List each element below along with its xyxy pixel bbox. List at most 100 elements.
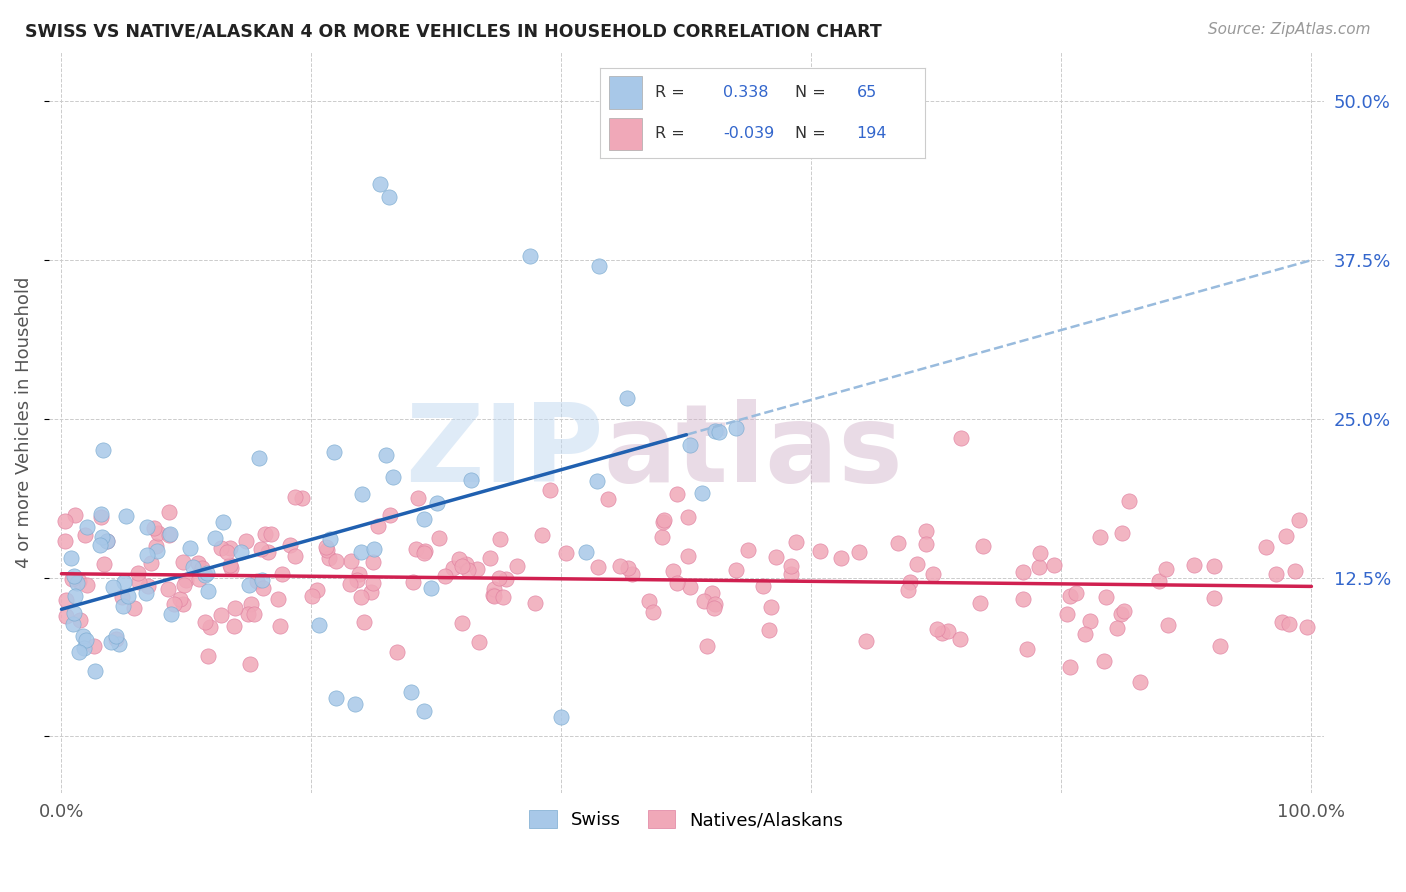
- Point: [586, 559, 609, 574]
- Point: [96, 533, 118, 548]
- Point: [235, 534, 257, 549]
- Point: [91, 530, 114, 544]
- Point: [163, 597, 186, 611]
- Point: [752, 579, 775, 593]
- Point: [434, 568, 457, 582]
- Point: [406, 491, 429, 506]
- Point: [609, 559, 631, 574]
- Point: [585, 474, 607, 488]
- Point: [325, 554, 347, 568]
- Point: [426, 496, 449, 510]
- Point: [229, 544, 252, 558]
- Point: [367, 519, 389, 533]
- Point: [117, 589, 139, 603]
- Point: [616, 560, 638, 574]
- Point: [135, 519, 157, 533]
- Point: [135, 586, 157, 600]
- Point: [492, 590, 515, 604]
- Point: [361, 555, 384, 569]
- Point: [1157, 618, 1180, 632]
- Point: [441, 561, 464, 575]
- Point: [157, 528, 180, 542]
- Point: [173, 577, 195, 591]
- Point: [886, 535, 908, 549]
- Point: [1059, 589, 1081, 603]
- Point: [190, 561, 212, 575]
- Point: [709, 425, 731, 440]
- Point: [1118, 493, 1140, 508]
- Point: [482, 588, 505, 602]
- Point: [63, 606, 86, 620]
- Point: [181, 560, 204, 574]
- Point: [69, 613, 91, 627]
- Point: [63, 589, 86, 603]
- Point: [465, 562, 488, 576]
- Point: [194, 567, 217, 582]
- Point: [1288, 513, 1310, 527]
- Point: [898, 574, 921, 589]
- Point: [62, 568, 84, 582]
- Point: [211, 515, 233, 529]
- Point: [468, 635, 491, 649]
- Point: [368, 177, 391, 191]
- Point: [322, 445, 344, 459]
- Point: [319, 532, 342, 546]
- Point: [554, 546, 576, 560]
- Point: [172, 555, 194, 569]
- Point: [89, 538, 111, 552]
- Point: [693, 594, 716, 608]
- Point: [1028, 560, 1050, 574]
- Point: [307, 583, 329, 598]
- Point: [413, 543, 436, 558]
- Point: [284, 549, 307, 563]
- Point: [215, 545, 238, 559]
- Point: [252, 573, 274, 587]
- Point: [969, 596, 991, 610]
- Point: [128, 574, 150, 589]
- Point: [1204, 558, 1226, 573]
- Point: [352, 486, 374, 500]
- Point: [188, 572, 211, 586]
- Point: [931, 626, 953, 640]
- Point: [488, 533, 510, 547]
- Point: [174, 573, 197, 587]
- Point: [897, 583, 920, 598]
- Point: [83, 639, 105, 653]
- Point: [652, 515, 675, 529]
- Point: [91, 443, 114, 458]
- Point: [413, 512, 436, 526]
- Point: [679, 437, 702, 451]
- Point: [588, 260, 610, 274]
- Point: [1012, 565, 1035, 579]
- Point: [1256, 541, 1278, 555]
- Point: [138, 579, 160, 593]
- Point: [219, 541, 242, 555]
- Point: [523, 596, 546, 610]
- Point: [950, 431, 973, 445]
- Point: [1128, 675, 1150, 690]
- Point: [108, 636, 131, 650]
- Point: [96, 534, 118, 549]
- Point: [105, 629, 128, 643]
- Point: [495, 572, 517, 586]
- Point: [855, 634, 877, 648]
- Point: [73, 641, 96, 656]
- Point: [488, 571, 510, 585]
- Point: [484, 582, 506, 596]
- Point: [1296, 620, 1319, 634]
- Point: [758, 624, 780, 638]
- Point: [1064, 586, 1087, 600]
- Point: [737, 542, 759, 557]
- Point: [1012, 591, 1035, 606]
- Point: [135, 548, 157, 562]
- Point: [224, 601, 246, 615]
- Text: atlas: atlas: [603, 399, 903, 505]
- Point: [765, 550, 787, 565]
- Point: [75, 632, 97, 647]
- Text: ZIP: ZIP: [405, 399, 603, 505]
- Point: [157, 505, 180, 519]
- Legend: Swiss, Natives/Alaskans: Swiss, Natives/Alaskans: [522, 803, 851, 837]
- Point: [159, 526, 181, 541]
- Point: [353, 615, 375, 630]
- Point: [704, 597, 727, 611]
